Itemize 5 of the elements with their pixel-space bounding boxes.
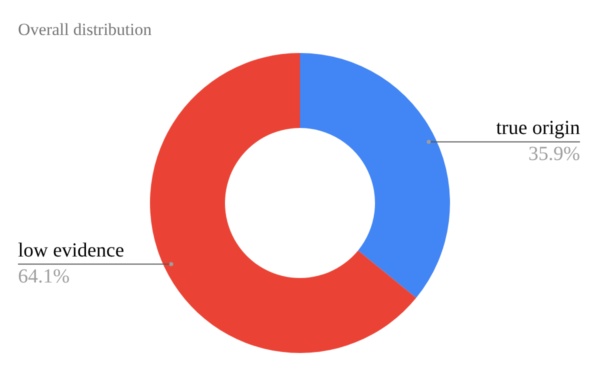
data-label: 64.1% — [18, 265, 70, 288]
chart-title: Overall distribution — [18, 20, 152, 40]
slice-label: low evidence — [18, 239, 124, 262]
slice-label: true origin — [496, 117, 580, 140]
data-label: 35.9% — [528, 143, 580, 166]
